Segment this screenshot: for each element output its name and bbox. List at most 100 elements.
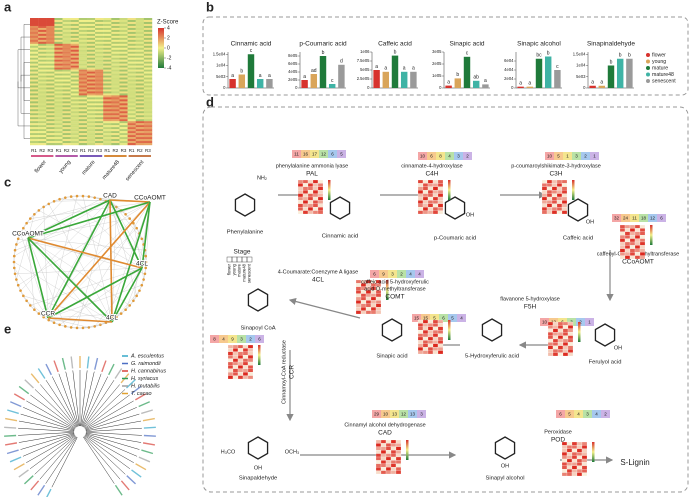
heatmap-cell <box>111 62 119 64</box>
gene-node <box>25 299 28 302</box>
expression-cell <box>563 332 568 335</box>
heatmap-cell <box>136 111 144 113</box>
heatmap-cell <box>38 56 46 58</box>
heatmap-cell <box>38 54 46 56</box>
gene-node <box>17 284 20 287</box>
heatmap-cell <box>79 119 87 121</box>
heatmap-cell <box>54 48 62 50</box>
expression-cell <box>423 347 428 350</box>
heatmap-cell <box>54 129 62 131</box>
heatmap-cell <box>79 141 87 143</box>
expression-cell <box>313 190 318 193</box>
expression-cell <box>386 467 391 470</box>
heatmap-cell <box>79 97 87 99</box>
expression-cell <box>572 452 577 455</box>
expression-cell <box>391 457 396 460</box>
significance-letter: a <box>484 78 487 84</box>
heatmap-cell <box>46 85 54 87</box>
expression-cell <box>433 207 438 210</box>
expression-cell <box>423 330 428 333</box>
expression-cell <box>553 332 558 335</box>
expression-cell <box>572 462 577 465</box>
expression-cell <box>423 334 428 337</box>
atom-label: OH <box>614 345 622 351</box>
heatmap-cell <box>46 40 54 42</box>
stage-bar <box>31 155 53 157</box>
expression-cell <box>418 330 423 333</box>
edge <box>28 238 130 305</box>
heatmap-cell <box>119 137 127 139</box>
heatmap-cell <box>71 40 79 42</box>
heatmap-cell <box>103 89 111 91</box>
expression-cell <box>630 232 635 235</box>
heatmap-cell <box>144 129 152 131</box>
heatmap-cell <box>136 64 144 66</box>
heatmap-cell <box>87 109 95 111</box>
heatmap-cell <box>144 38 152 40</box>
expression-cell <box>567 462 572 465</box>
heatmap-cell <box>95 70 103 72</box>
heatmap-cell <box>128 28 136 30</box>
expression-cell <box>356 307 361 310</box>
tree-branch <box>116 443 139 450</box>
heatmap-cell <box>111 68 119 70</box>
heatmap-cell <box>54 111 62 113</box>
heatmap-cell <box>38 133 46 135</box>
heatmap-cell <box>38 36 46 38</box>
stage-label: mature48 <box>102 159 122 181</box>
heatmap-cell <box>103 105 111 107</box>
y-tick-label: 0 <box>223 85 226 90</box>
heatmap-cell <box>63 83 71 85</box>
heatmap-cell <box>30 48 38 50</box>
heatmap-cell <box>71 97 79 99</box>
heatmap-cell <box>54 127 62 129</box>
expression-cell <box>433 320 438 323</box>
expression-cell <box>562 187 567 190</box>
expression-cell <box>433 200 438 203</box>
heatmap-cell <box>111 103 119 105</box>
heatmap-cell <box>71 66 79 68</box>
bar <box>517 87 523 88</box>
heatmap-cell <box>63 107 71 109</box>
gene-node <box>70 195 73 198</box>
heatmap-cell <box>128 127 136 129</box>
expression-cell <box>308 200 313 203</box>
expression-cell <box>433 197 438 200</box>
tree-branch <box>77 406 79 426</box>
heatmap-cell <box>144 18 152 20</box>
expression-cell <box>547 207 552 210</box>
heatmap-cell <box>30 127 38 129</box>
heatmap-cell <box>54 80 62 82</box>
expression-cell <box>625 245 630 248</box>
heatmap-cell <box>136 38 144 40</box>
expression-cell <box>376 300 381 303</box>
heatmap-cell <box>87 68 95 70</box>
y-tick-label: 8e05 <box>288 53 298 58</box>
expression-cell <box>298 211 303 214</box>
expression-cell <box>542 204 547 207</box>
heatmap-cell <box>128 22 136 24</box>
heatmap-cell <box>95 103 103 105</box>
heatmap-cell <box>63 131 71 133</box>
heatmap-cell <box>71 70 79 72</box>
expression-cell <box>548 332 553 335</box>
expression-cell <box>433 323 438 326</box>
heatmap-cell <box>103 133 111 135</box>
heatmap-cell <box>111 34 119 36</box>
heatmap-cell <box>144 32 152 34</box>
tree-branch <box>104 384 119 402</box>
heatmap-cell <box>30 97 38 99</box>
expression-cell <box>238 369 243 372</box>
heatmap-cell <box>144 70 152 72</box>
heatmap-cell <box>103 91 111 93</box>
gene-node <box>53 200 56 203</box>
heatmap-cell <box>63 76 71 78</box>
heatmap-cell <box>87 95 95 97</box>
heatmap-cell <box>71 121 79 123</box>
expression-cell <box>313 183 318 186</box>
expression-cell <box>418 197 423 200</box>
heatmap-cell <box>128 135 136 137</box>
tree-leaf <box>141 450 153 453</box>
heatmap-cell <box>119 119 127 121</box>
heatmap-cell <box>46 139 54 141</box>
